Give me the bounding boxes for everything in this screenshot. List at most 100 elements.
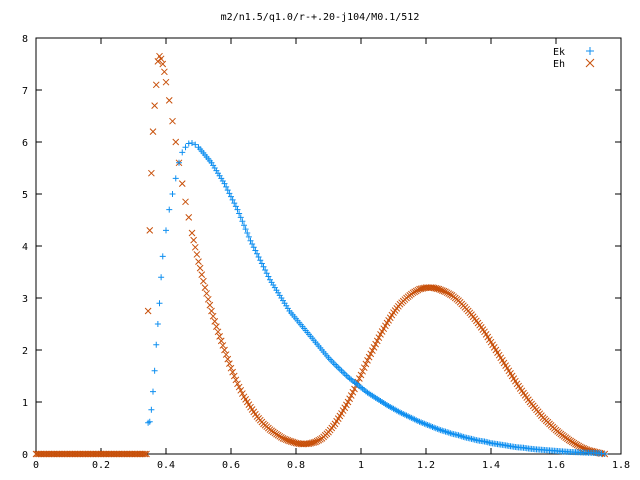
eh-point bbox=[185, 214, 193, 221]
x-tick-label: 0.6 bbox=[222, 460, 240, 471]
ek-point bbox=[257, 257, 264, 264]
eh-point bbox=[128, 450, 136, 458]
ek-point bbox=[166, 206, 173, 213]
eh-point bbox=[115, 450, 123, 458]
eh-point bbox=[224, 355, 232, 363]
ek-point bbox=[249, 241, 256, 248]
eh-point bbox=[165, 97, 173, 104]
eh-point bbox=[81, 450, 89, 458]
ek-point bbox=[245, 233, 252, 240]
eh-point bbox=[55, 450, 63, 458]
eh-point bbox=[39, 450, 46, 458]
eh-point bbox=[45, 450, 53, 458]
x-tick-label: 0.8 bbox=[287, 460, 305, 471]
eh-point bbox=[105, 450, 113, 458]
x-tick-label: 1 bbox=[358, 460, 364, 471]
eh-point bbox=[102, 450, 110, 458]
eh-point bbox=[60, 450, 67, 458]
ek-point bbox=[255, 254, 262, 261]
ek-point bbox=[254, 250, 260, 257]
eh-point bbox=[65, 450, 72, 458]
ek-point bbox=[601, 451, 608, 457]
eh-point bbox=[92, 450, 100, 458]
ek-point bbox=[182, 144, 189, 151]
eh-point bbox=[360, 364, 368, 372]
eh-point bbox=[203, 290, 210, 297]
eh-point bbox=[239, 390, 246, 397]
eh-point bbox=[227, 364, 235, 372]
plot-marks bbox=[32, 52, 609, 458]
eh-point bbox=[234, 380, 241, 388]
eh-point bbox=[214, 328, 222, 336]
series-eh bbox=[32, 52, 609, 458]
eh-point bbox=[83, 450, 90, 458]
eh-point bbox=[356, 375, 363, 382]
eh-point bbox=[50, 450, 58, 458]
eh-point bbox=[235, 383, 243, 391]
eh-point bbox=[575, 442, 583, 450]
eh-point bbox=[35, 450, 43, 458]
eh-point bbox=[32, 450, 40, 458]
y-tick-label: 4 bbox=[22, 242, 28, 253]
x-tick-label: 0.4 bbox=[157, 460, 175, 471]
eh-point bbox=[172, 138, 180, 146]
ek-point bbox=[265, 273, 272, 280]
eh-point bbox=[110, 450, 118, 458]
eh-point bbox=[87, 450, 95, 458]
eh-point bbox=[138, 450, 145, 458]
eh-point bbox=[411, 288, 418, 296]
x-tick-label: 0.2 bbox=[92, 460, 110, 471]
eh-point bbox=[344, 398, 352, 406]
eh-point bbox=[97, 450, 105, 458]
eh-point bbox=[367, 350, 375, 358]
ek-point bbox=[159, 253, 166, 260]
eh-point bbox=[372, 340, 379, 348]
eh-point bbox=[219, 342, 227, 349]
eh-point bbox=[42, 450, 50, 458]
eh-point bbox=[178, 180, 186, 187]
eh-point bbox=[84, 450, 92, 458]
eh-point bbox=[409, 289, 417, 297]
ek-point bbox=[232, 203, 239, 210]
eh-point bbox=[195, 258, 202, 265]
eh-point bbox=[123, 450, 131, 458]
ek-point bbox=[185, 140, 192, 147]
y-tick-label: 6 bbox=[22, 138, 28, 149]
eh-point bbox=[346, 395, 353, 403]
eh-point bbox=[375, 334, 383, 342]
eh-point bbox=[53, 450, 61, 458]
ek-point bbox=[247, 237, 254, 244]
eh-point bbox=[362, 360, 370, 368]
legend-label-eh: Eh bbox=[553, 59, 565, 70]
eh-point bbox=[104, 450, 111, 458]
ek-point bbox=[228, 193, 234, 200]
ek-point bbox=[258, 260, 265, 267]
eh-point bbox=[161, 68, 168, 76]
eh-point bbox=[107, 450, 115, 458]
eh-point bbox=[37, 450, 45, 458]
eh-point bbox=[151, 102, 158, 109]
eh-point bbox=[193, 251, 201, 258]
eh-point bbox=[135, 450, 142, 458]
eh-point bbox=[117, 450, 124, 458]
eh-point bbox=[99, 450, 106, 458]
eh-point bbox=[237, 386, 245, 394]
eh-point bbox=[146, 227, 154, 234]
eh-point bbox=[148, 169, 155, 177]
eh-point bbox=[573, 441, 581, 449]
eh-point bbox=[373, 337, 381, 345]
ek-point bbox=[234, 206, 241, 213]
eh-point bbox=[226, 360, 233, 368]
eh-point bbox=[143, 450, 150, 458]
y-tick-label: 5 bbox=[22, 190, 28, 201]
eh-point bbox=[182, 198, 189, 206]
plot-frame bbox=[35, 37, 622, 455]
eh-point bbox=[94, 450, 102, 458]
ek-point bbox=[169, 191, 176, 197]
ek-point bbox=[153, 341, 160, 348]
eh-point bbox=[442, 288, 449, 296]
ek-point bbox=[176, 159, 182, 166]
eh-point bbox=[230, 372, 238, 380]
eh-point bbox=[200, 277, 207, 285]
ek-point bbox=[148, 406, 155, 413]
